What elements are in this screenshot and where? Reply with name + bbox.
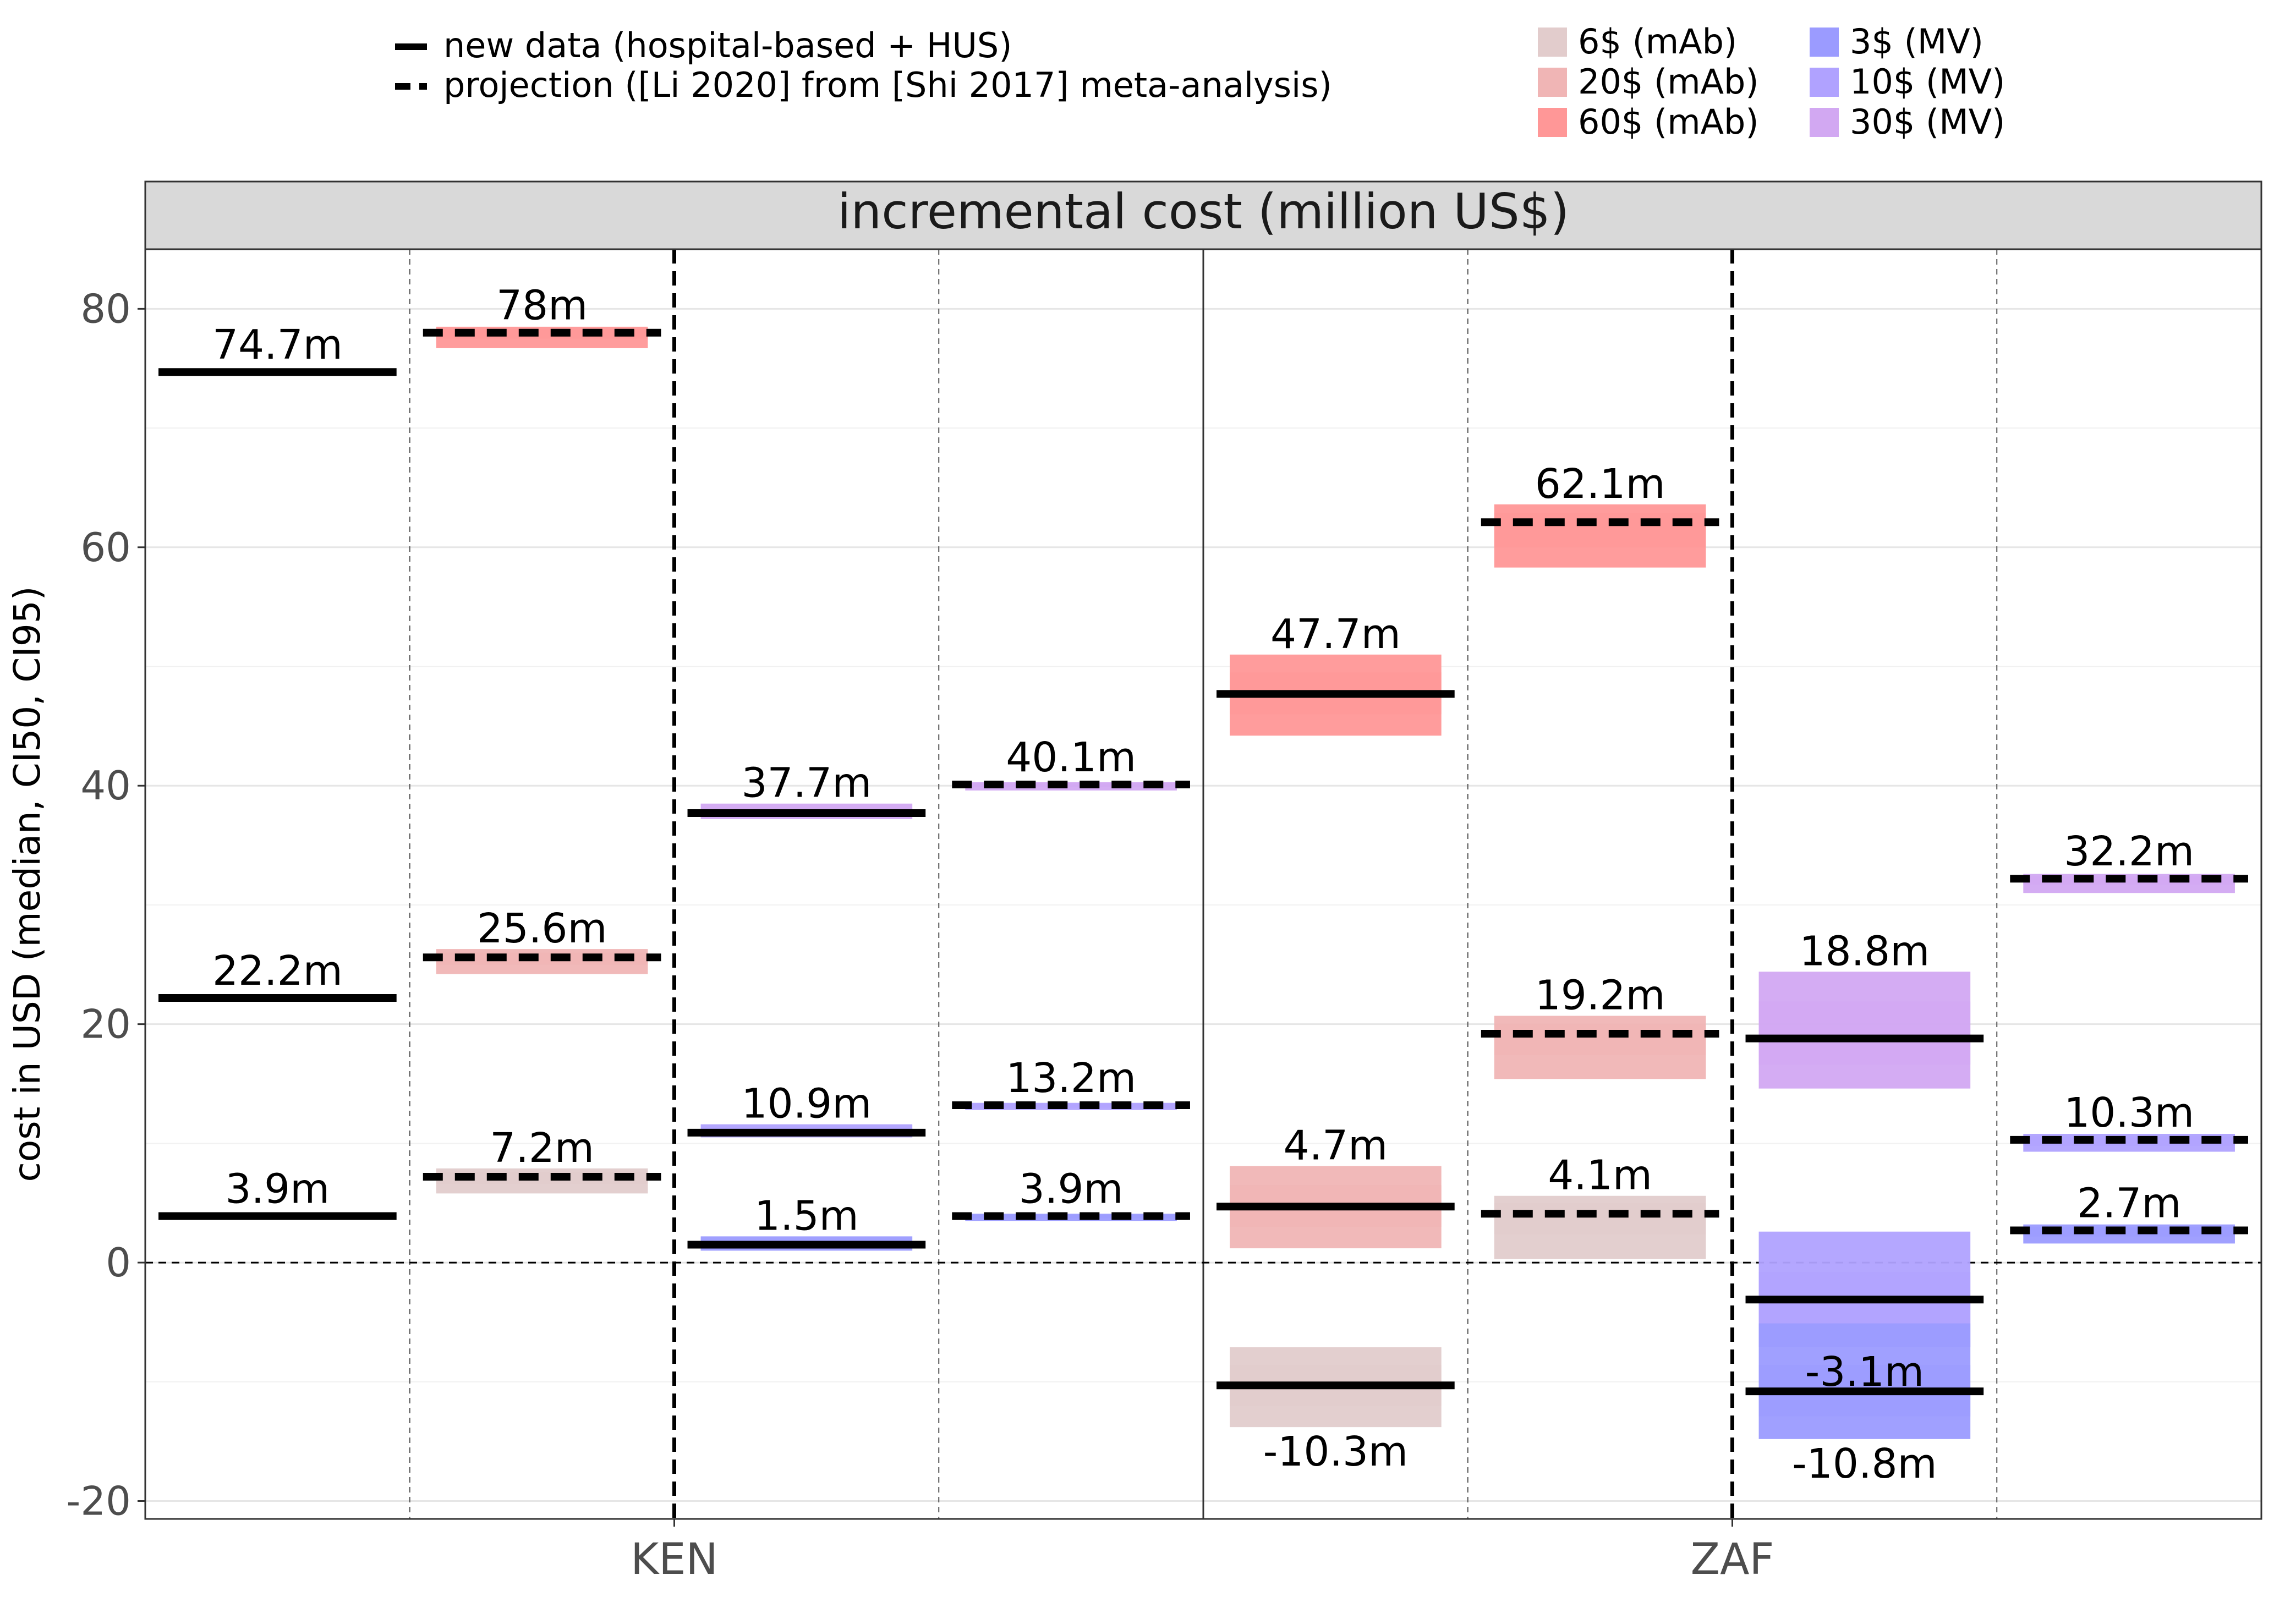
crossbar-ZAF-mab60 — [1481, 504, 1719, 568]
legend-dashed-line-label: projection ([Li 2020] from [Shi 2017] me… — [443, 65, 1332, 105]
value-label: 10.3m — [2064, 1089, 2194, 1137]
value-label: 22.2m — [212, 947, 343, 995]
crossbar-ZAF-mv30 — [1745, 972, 1984, 1089]
legend-label-mab6: 6$ (mAb) — [1578, 21, 1737, 62]
value-label: 32.2m — [2064, 828, 2194, 875]
crossbar-KEN-mab6 — [158, 1212, 397, 1220]
value-label: 78m — [496, 282, 588, 330]
x-tick-label-ken: KEN — [631, 1535, 718, 1584]
ci50-box — [1758, 1001, 1971, 1065]
legend-label-mab60: 60$ (mAb) — [1578, 102, 1759, 142]
value-label: 47.7m — [1270, 611, 1401, 658]
ci50-box — [965, 1104, 1177, 1108]
y-axis-label: cost in USD (median, CI50, CI95) — [6, 586, 48, 1182]
y-tick-label: 40 — [80, 762, 131, 809]
legend-label-mv10: 10$ (MV) — [1850, 62, 2005, 102]
legend-swatch-mab20 — [1538, 68, 1567, 97]
x-tick-label-zaf: ZAF — [1691, 1535, 1774, 1584]
value-labels: 74.7m 22.2m 3.9m 78m 25.6m 7.2m 37.7m 10.9m 1.5m… — [212, 282, 2194, 1488]
value-label: 7.2m — [490, 1124, 594, 1172]
y-tick-label: -20 — [66, 1478, 131, 1524]
legend-swatch-mv30 — [1810, 108, 1839, 137]
ci50-box — [1494, 1024, 1706, 1055]
legend: new data (hospital-based + HUS) projecti… — [395, 21, 2005, 142]
crossbar-ZAF-mab20 — [1481, 1016, 1719, 1079]
value-label: 1.5m — [754, 1192, 859, 1239]
facet-strip: incremental cost (million US$) — [144, 180, 2262, 250]
legend-label-mv30: 30$ (MV) — [1850, 102, 2005, 142]
crossbar-ZAF-mv3 — [1745, 1323, 1984, 1439]
value-label: 40.1m — [1006, 734, 1136, 781]
crossbar-KEN-mv30 — [952, 781, 1190, 791]
legend-swatch-mab60 — [1538, 108, 1567, 137]
crossbar-ZAF-mab20 — [1217, 1166, 1455, 1249]
crossbar-KEN-mab20 — [158, 994, 397, 1002]
y-tick-label: 0 — [106, 1239, 131, 1286]
value-label: -10.3m — [1263, 1428, 1409, 1475]
ci50-box — [965, 1215, 1177, 1219]
crossbars — [158, 326, 2248, 1439]
x-axis: KEN ZAF — [631, 1519, 1774, 1584]
crossbar-ZAF-mv10 — [2010, 1134, 2248, 1152]
value-label: 4.1m — [1548, 1152, 1652, 1199]
ci50-box — [1494, 512, 1706, 547]
y-tick-label: 80 — [80, 286, 131, 332]
crossbar-KEN-mv10 — [687, 1124, 926, 1138]
legend-label-mab20: 20$ (mAb) — [1578, 62, 1759, 102]
crossbar-KEN-mv10 — [952, 1101, 1190, 1110]
crossbar-KEN-mab60 — [158, 368, 397, 376]
crossbar-ZAF-mab60 — [1217, 654, 1455, 736]
ci50-box — [965, 783, 1177, 787]
y-tick-label: 60 — [80, 524, 131, 570]
ci50-box — [1494, 1203, 1706, 1235]
value-label: 3.9m — [225, 1166, 330, 1213]
value-label: 37.7m — [741, 760, 872, 807]
legend-label-mv3: 3$ (MV) — [1850, 21, 1983, 62]
crossbar-KEN-mab60 — [423, 326, 661, 348]
value-label: 3.9m — [1019, 1166, 1124, 1213]
crossbar-KEN-mv3 — [687, 1236, 926, 1251]
legend-solid-line-label: new data (hospital-based + HUS) — [443, 25, 1012, 65]
crossbar-KEN-mab6 — [423, 1168, 661, 1194]
value-label: 18.8m — [1799, 928, 1930, 975]
plot-panel-border — [144, 248, 2262, 1520]
legend-swatch-mv3 — [1810, 28, 1839, 57]
crossbar-ZAF-mv30 — [2010, 874, 2248, 893]
crossbar-ZAF-mv3 — [2010, 1224, 2248, 1244]
crossbar-KEN-mv3 — [952, 1212, 1190, 1221]
legend-swatch-mab6 — [1538, 28, 1567, 57]
value-label: -10.8m — [1792, 1440, 1937, 1488]
value-label: 74.7m — [212, 321, 343, 369]
y-tick-label: 20 — [80, 1001, 131, 1047]
value-label: 2.7m — [2077, 1180, 2182, 1227]
value-label: 10.9m — [741, 1080, 872, 1128]
crossbar-KEN-mv30 — [687, 803, 926, 819]
crossbar-ZAF-mab6 — [1481, 1195, 1719, 1259]
legend-linetype: new data (hospital-based + HUS) projecti… — [395, 25, 1332, 105]
legend-fill-price: 6$ (mAb)20$ (mAb)60$ (mAb) 3$ (MV)10$ (MV… — [1538, 21, 2005, 142]
value-label: 25.6m — [477, 905, 607, 952]
crossbar-KEN-mab20 — [423, 949, 661, 974]
facet-strip-background — [144, 180, 2262, 250]
crossbar-ZAF-mab6 — [1217, 1347, 1455, 1428]
value-label: 19.2m — [1535, 972, 1665, 1019]
facet-strip-title: incremental cost (million US$) — [837, 183, 1569, 240]
value-label: 13.2m — [1006, 1055, 1136, 1102]
value-label: 62.1m — [1535, 460, 1665, 508]
column-dividers — [409, 249, 1998, 1519]
value-label: 4.7m — [1283, 1122, 1388, 1170]
legend-swatch-mv10 — [1810, 68, 1839, 97]
value-label: -3.1m — [1805, 1348, 1924, 1396]
y-axis: -20 0 20 40 60 80 — [66, 286, 145, 1524]
